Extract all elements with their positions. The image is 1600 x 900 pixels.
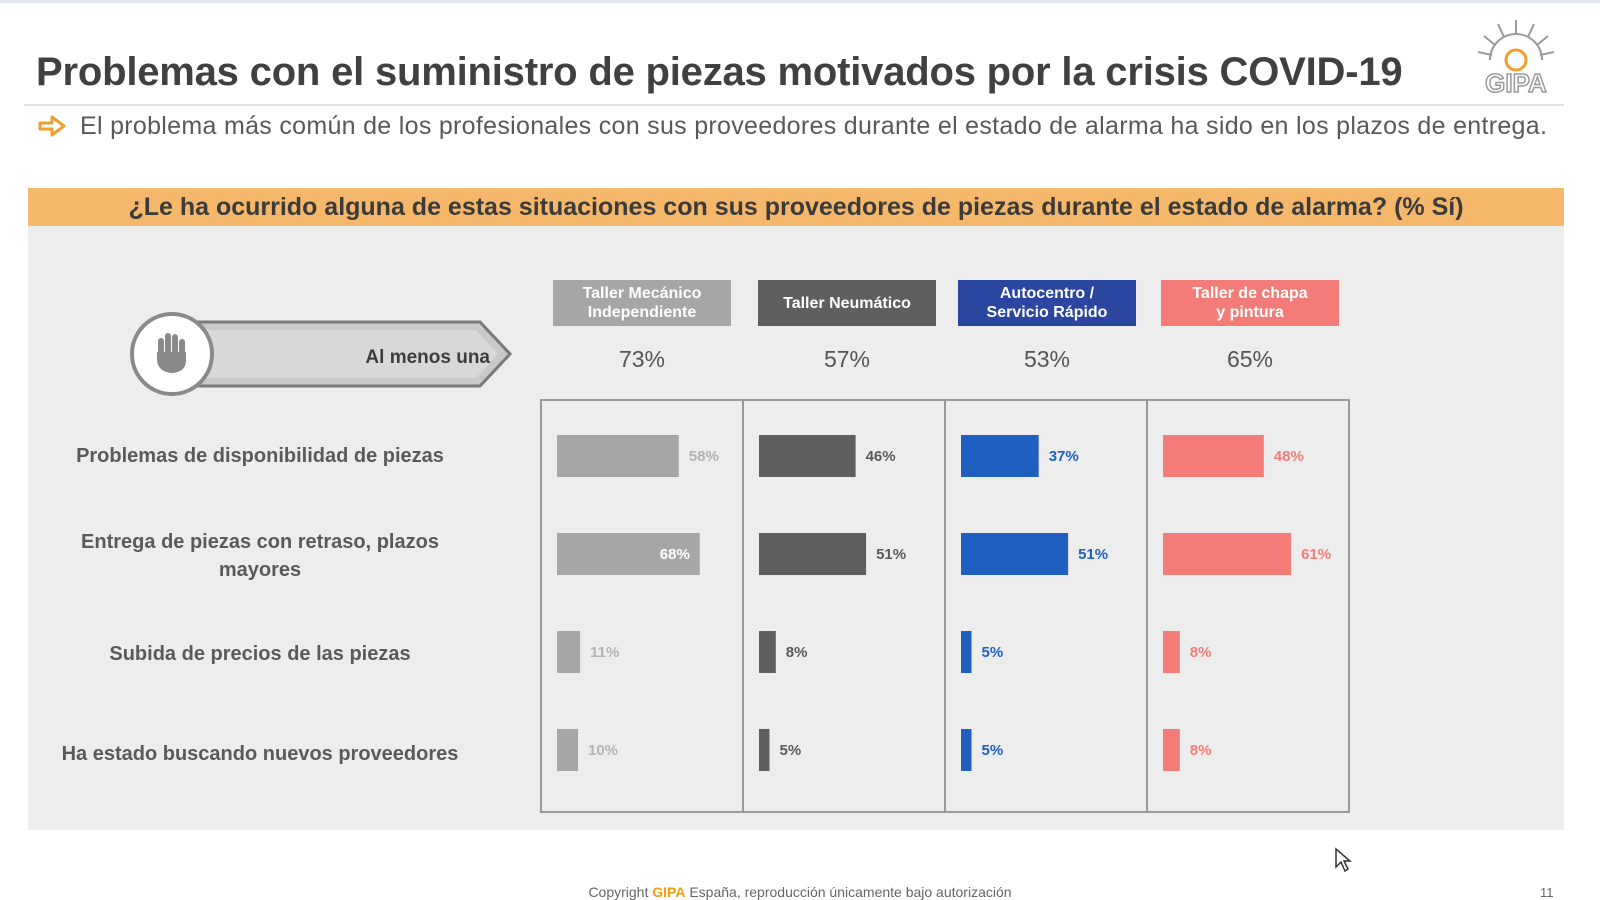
bar-label-mecanico-1: 68%: [660, 546, 690, 563]
bar-label-neumatico-1: 51%: [876, 546, 906, 563]
bar-chapa-0: [1163, 435, 1264, 477]
total-chapa: 65%: [1226, 346, 1274, 372]
bar-label-chapa-2: 8%: [1190, 644, 1212, 661]
bar-label-mecanico-3: 10%: [588, 742, 618, 759]
series-badge-mecanico: Taller Mecánico Independiente: [553, 280, 731, 326]
page-number: 11: [1540, 885, 1554, 900]
bar-label-autocentro-2: 5%: [982, 644, 1004, 661]
row-label-retraso: Entrega de piezas con retraso, plazos ma…: [81, 531, 439, 581]
bar-neumatico-0: [759, 435, 856, 477]
series-badge-chapa: Taller de chapa y pintura: [1161, 280, 1339, 326]
bar-mecanico-1: [557, 533, 700, 575]
bar-mecanico-2: [557, 631, 581, 673]
bar-label-neumatico-0: 46%: [866, 448, 896, 465]
bar-label-chapa-0: 48%: [1274, 448, 1304, 465]
bar-label-autocentro-3: 5%: [982, 742, 1004, 759]
bar-chapa-3: [1163, 729, 1180, 771]
question-banner: ¿Le ha ocurrido alguna de estas situacio…: [28, 188, 1564, 226]
total-autocentro: 53%: [1023, 346, 1071, 372]
bar-autocentro-3: [961, 729, 972, 771]
bar-mecanico-3: [557, 729, 578, 771]
al-menos-label: Al menos una: [365, 347, 490, 368]
series-badge-neumatico: Taller Neumático: [758, 280, 936, 326]
bar-label-neumatico-3: 5%: [780, 742, 802, 759]
total-neumatico: 57%: [823, 346, 871, 372]
bar-autocentro-2: [961, 631, 972, 673]
bar-neumatico-2: [759, 631, 776, 673]
total-mecanico: 73%: [618, 346, 666, 372]
bar-label-autocentro-0: 37%: [1049, 448, 1079, 465]
gipa-logo: GIPA: [1477, 20, 1555, 99]
bar-neumatico-1: [759, 533, 867, 575]
bar-label-autocentro-1: 51%: [1078, 546, 1108, 563]
bar-chapa-1: [1163, 533, 1292, 575]
bar-label-mecanico-2: 11%: [590, 644, 619, 661]
bar-neumatico-3: [759, 729, 770, 771]
bar-mecanico-0: [557, 435, 679, 477]
bar-label-chapa-3: 8%: [1190, 742, 1212, 759]
question-text: ¿Le ha ocurrido alguna de estas situacio…: [128, 193, 1464, 221]
row-label-precios: Subida de precios de las piezas: [109, 643, 411, 665]
page-title: Problemas con el suministro de piezas mo…: [36, 50, 1403, 94]
bar-autocentro-0: [961, 435, 1039, 477]
bar-label-chapa-1: 61%: [1301, 546, 1331, 563]
title-divider: [24, 104, 1564, 106]
footer-copyright: Copyright GIPA España, reproducción únic…: [588, 884, 1012, 900]
row-label-proveedores: Ha estado buscando nuevos proveedores: [61, 743, 459, 765]
bar-autocentro-1: [961, 533, 1069, 575]
subtitle: El problema más común de los profesional…: [80, 112, 1548, 140]
top-border: [0, 0, 1600, 3]
logo-text: GIPA: [1485, 68, 1547, 98]
mouse-cursor-icon: [1335, 847, 1352, 873]
bar-label-neumatico-2: 8%: [786, 644, 808, 661]
bar-label-mecanico-0: 58%: [689, 448, 719, 465]
row-label-disponibilidad: Problemas de disponibilidad de piezas: [76, 445, 444, 467]
series-badge-autocentro: Autocentro / Servicio Rápido: [958, 280, 1136, 326]
arrow-bullet-icon: [38, 115, 66, 137]
bar-chapa-2: [1163, 631, 1180, 673]
